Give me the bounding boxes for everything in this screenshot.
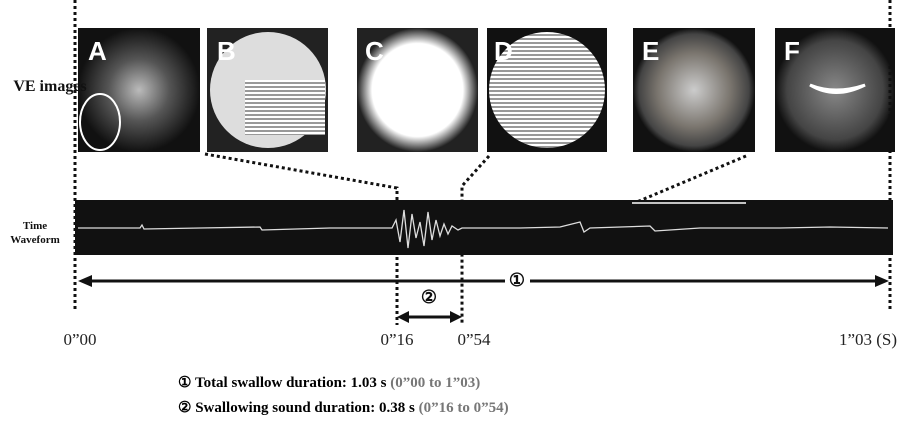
image-label: C xyxy=(365,36,384,67)
endoscope-images xyxy=(78,28,895,152)
image-label: F xyxy=(784,36,800,67)
duration-arrows xyxy=(78,275,889,323)
image-label: B xyxy=(217,36,236,67)
figure: A B C D E F VE images Time Waveform ① ② … xyxy=(0,0,917,422)
note-range: (0”00 to 1”03) xyxy=(390,375,480,391)
time-label: 0”16 xyxy=(380,330,413,350)
image-label: E xyxy=(642,36,659,67)
row-label: Time Waveform xyxy=(0,219,70,247)
note-marker: ② xyxy=(178,400,191,416)
note: ① Total swallow duration: 1.03 s (0”00 t… xyxy=(178,373,480,392)
row-label: VE images xyxy=(10,76,90,98)
note-text: Total swallow duration: 1.03 s xyxy=(195,375,387,391)
arrow-label: ② xyxy=(421,287,437,308)
arrow-label: ① xyxy=(509,270,525,291)
time-label: 1”03 (S) xyxy=(839,330,897,350)
waveform xyxy=(75,200,893,255)
note-range: (0”16 to 0”54) xyxy=(419,400,509,416)
note-marker: ① xyxy=(178,375,191,391)
note-text: Swallowing sound duration: 0.38 s xyxy=(195,400,415,416)
image-label: D xyxy=(494,36,513,67)
note: ② Swallowing sound duration: 0.38 s (0”1… xyxy=(178,398,509,417)
time-label: 0”00 xyxy=(63,330,96,350)
graphics xyxy=(0,0,917,422)
time-label: 0”54 xyxy=(457,330,490,350)
image-label: A xyxy=(88,36,107,67)
